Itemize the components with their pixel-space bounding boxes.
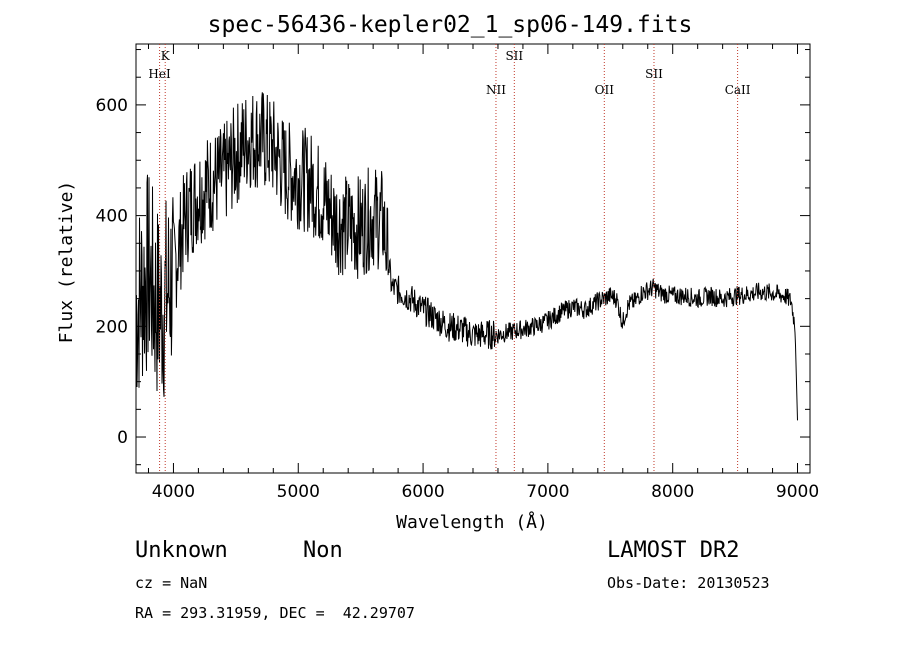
survey-label: LAMOST DR2 <box>607 538 740 563</box>
class-label: Unknown <box>135 538 228 563</box>
y-tick-label: 200 <box>96 317 128 337</box>
line-label: SII <box>505 49 523 63</box>
obs-date-label: Obs-Date: 20130523 <box>607 574 770 592</box>
coords-label: RA = 293.31959, DEC = 42.29707 <box>135 604 415 622</box>
x-tick-label: 7000 <box>526 482 569 502</box>
line-label: OII <box>595 83 615 97</box>
line-label: CaII <box>725 83 751 97</box>
chart-title: spec-56436-kepler02_1_sp06-149.fits <box>207 12 693 38</box>
y-tick-label: 0 <box>117 428 128 448</box>
x-tick-label: 5000 <box>277 482 320 502</box>
line-label: NII <box>486 83 506 97</box>
y-tick-label: 400 <box>96 207 128 227</box>
spectrum-layer <box>135 92 798 421</box>
subclass-label: Non <box>303 538 343 563</box>
plot-frame <box>135 43 811 474</box>
y-axis-label: Flux (relative) <box>56 181 77 344</box>
line-label: SII <box>645 67 663 81</box>
x-tick-label: 4000 <box>152 482 195 502</box>
spectrum-series-line <box>135 92 798 421</box>
x-axis-label: Wavelength (Å) <box>396 511 548 533</box>
line-label: K <box>161 49 171 63</box>
plot-border <box>135 43 811 474</box>
cz-label: cz = NaN <box>135 574 208 592</box>
emission-lines-layer: K HeI NII SII OII SII CaII <box>148 44 751 473</box>
y-tick-label: 600 <box>96 96 128 116</box>
ticks-layer: 4000 5000 6000 7000 8000 9000 0 200 400 600 <box>96 44 819 502</box>
line-label: HeI <box>148 67 171 81</box>
x-tick-label: 6000 <box>401 482 444 502</box>
x-tick-label: 8000 <box>651 482 694 502</box>
x-tick-label: 9000 <box>776 482 819 502</box>
